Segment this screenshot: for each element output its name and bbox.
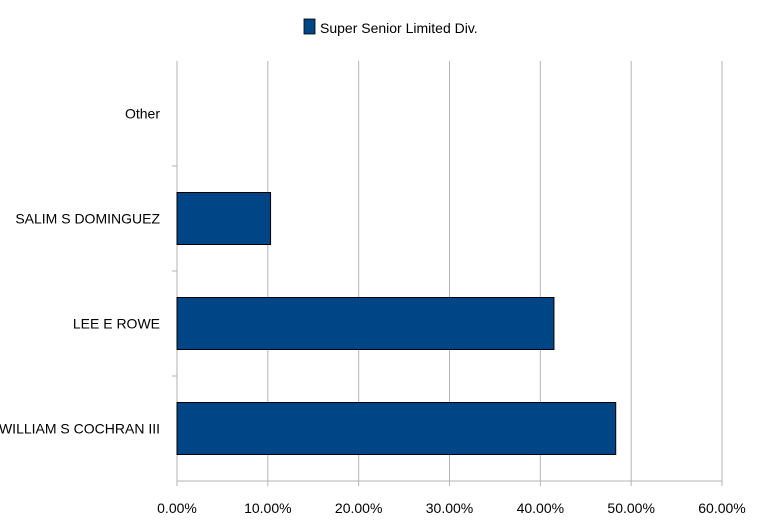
x-tick-label: 30.00% [426, 500, 473, 516]
x-tick-label: 0.00% [157, 500, 197, 516]
legend-swatch [303, 18, 316, 35]
x-tick-label: 10.00% [244, 500, 291, 516]
bar [176, 297, 555, 350]
legend-label: Super Senior Limited Div. [320, 20, 478, 36]
x-tick-label: 60.00% [698, 500, 745, 516]
bar [176, 402, 617, 455]
x-tick-label: 40.00% [517, 500, 564, 516]
x-tick-labels: 0.00% 10.00% 20.00% 30.00% 40.00% 50.00% 60.00… [157, 500, 746, 516]
category-label: SALIM S DOMINGUEZ [15, 211, 160, 227]
category-label: WILLIAM S COCHRAN III [0, 421, 160, 437]
bars [176, 192, 617, 455]
category-labels: WILLIAM S COCHRAN III LEE E ROWE SALIM S D… [0, 106, 160, 437]
x-tick-label: 50.00% [607, 500, 654, 516]
x-tick-label: 20.00% [335, 500, 382, 516]
category-label: Other [125, 106, 160, 122]
category-label: LEE E ROWE [73, 316, 160, 332]
bar [176, 192, 272, 245]
legend: Super Senior Limited Div. [303, 18, 478, 36]
